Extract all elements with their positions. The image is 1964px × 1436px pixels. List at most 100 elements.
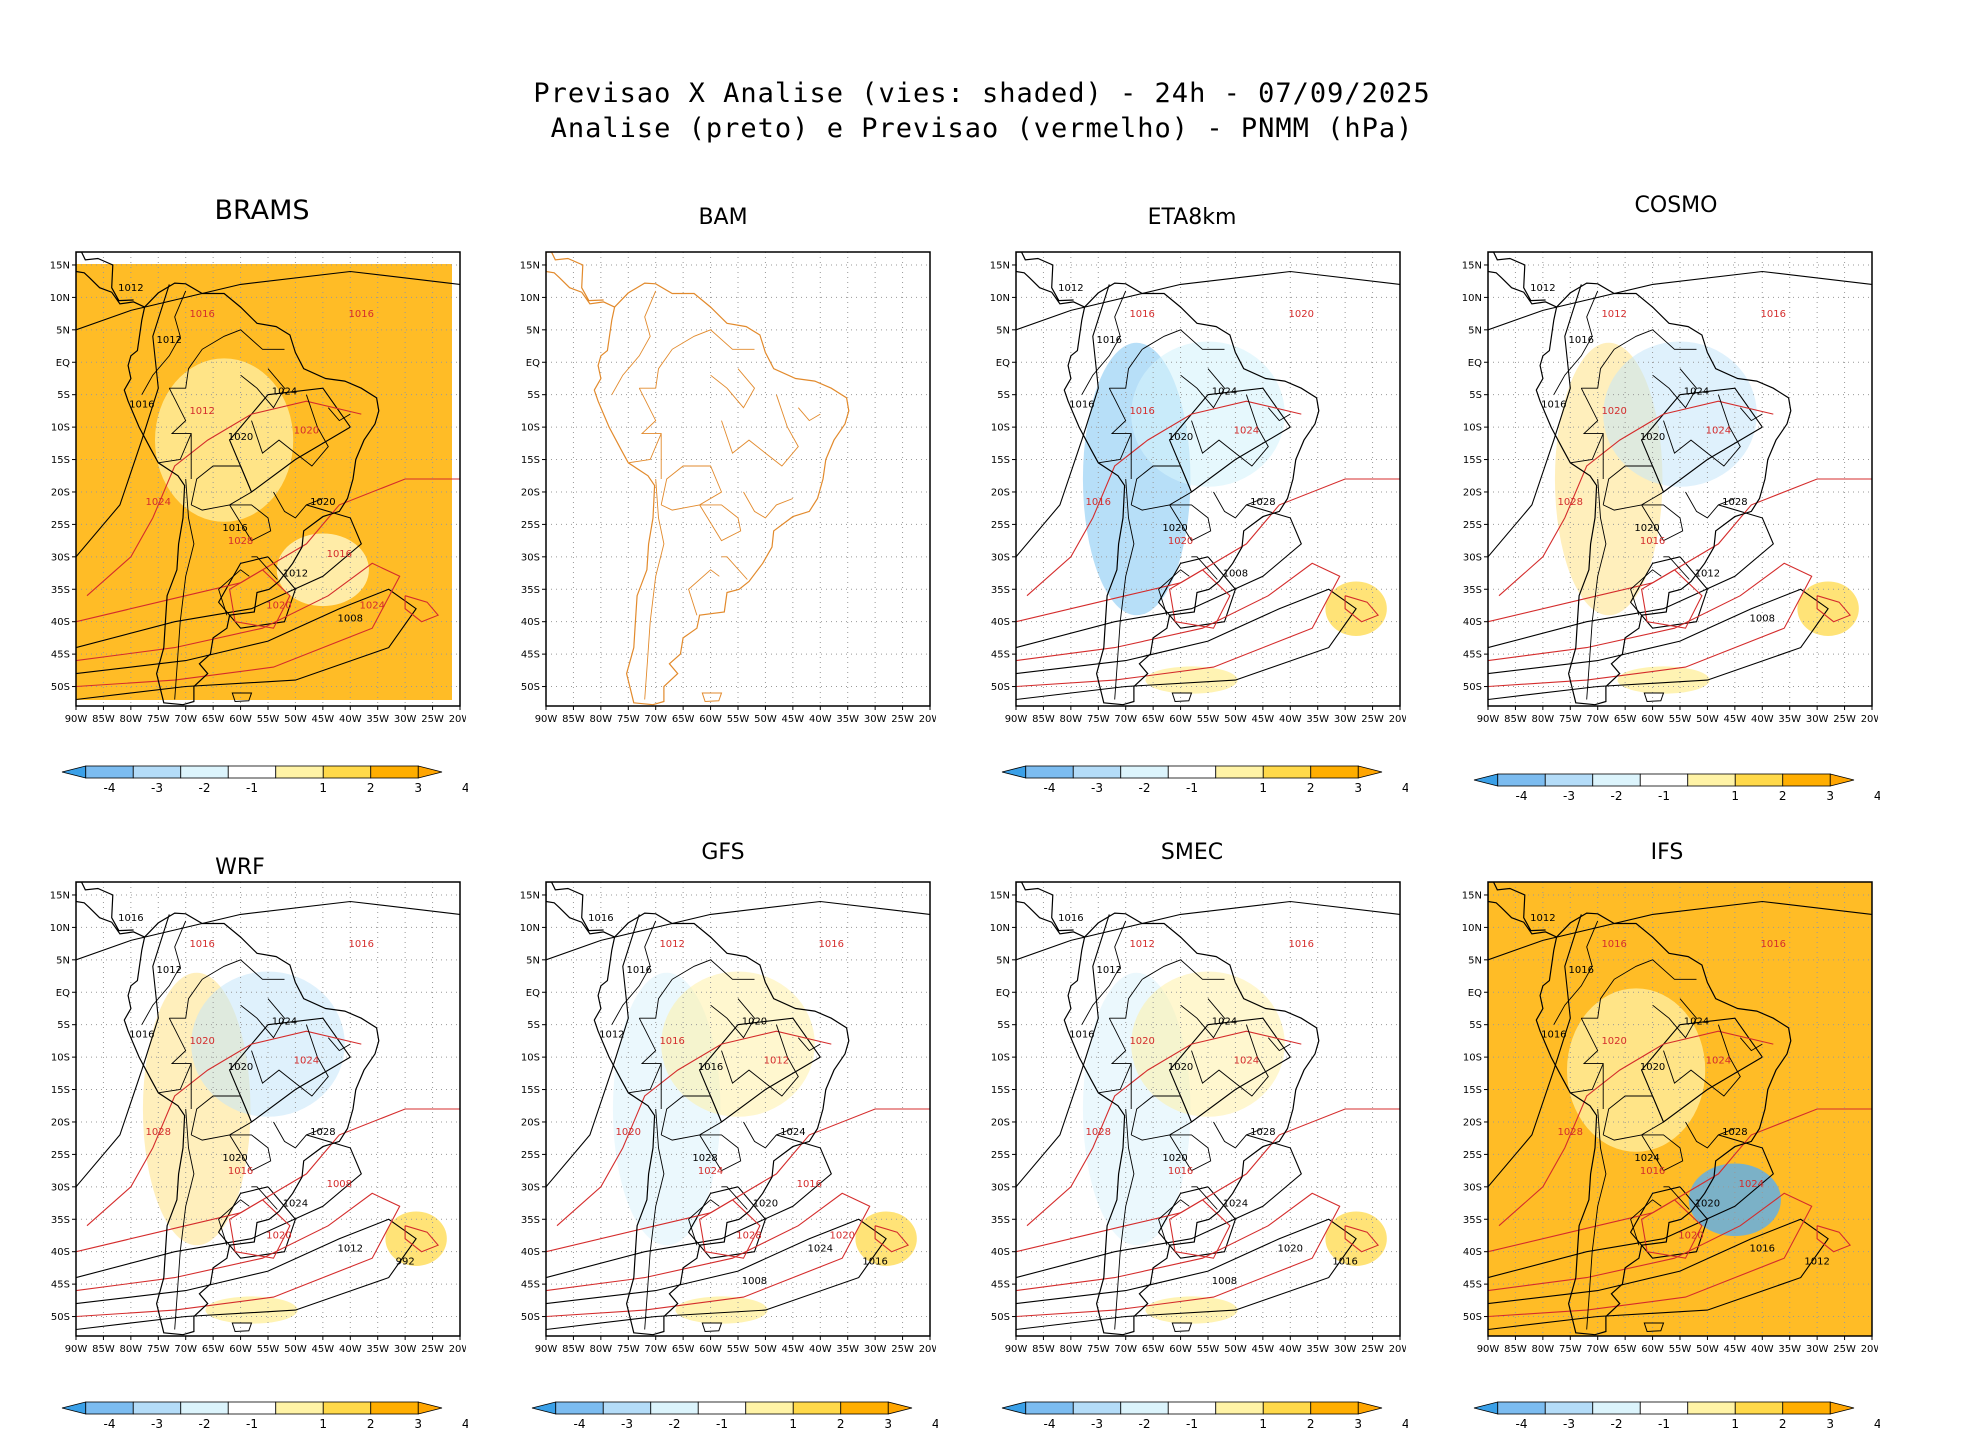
isobar-label-analysis: 1024 xyxy=(1634,1153,1659,1164)
colorbar-box xyxy=(1497,773,1546,787)
x-tick-label: 30W xyxy=(1334,1344,1357,1355)
country-border xyxy=(1663,394,1741,467)
analysis-isobar xyxy=(1488,1134,1774,1279)
analysis-isobar xyxy=(1488,270,1872,331)
colorbar-label: -1 xyxy=(1658,1417,1670,1431)
colorbar-box xyxy=(275,1401,324,1415)
y-tick-label: 30S xyxy=(991,552,1010,563)
colorbar-label: 2 xyxy=(1779,789,1787,803)
colorbar-label: 3 xyxy=(414,1417,422,1431)
isobar-label-forecast: 1016 xyxy=(349,939,374,950)
forecast-isobar xyxy=(1816,1225,1852,1253)
country-border xyxy=(218,569,250,616)
colorbar-box xyxy=(1592,1401,1641,1415)
panel-title: SMEC xyxy=(1160,840,1224,865)
coastline xyxy=(76,882,145,938)
x-tick-label: 45W xyxy=(312,1344,335,1355)
isobar-label-forecast: 1016 xyxy=(1761,939,1786,950)
isobar-label-forecast: 1020 xyxy=(294,426,319,437)
country-border xyxy=(1191,556,1218,580)
colorbar-label: 3 xyxy=(884,1417,892,1431)
y-tick-label: 40S xyxy=(51,617,70,628)
y-tick-label: 30S xyxy=(51,552,70,563)
x-tick-label: 70W xyxy=(644,714,667,725)
coastline xyxy=(1171,692,1193,703)
isobar-label-analysis: 1012 xyxy=(157,965,182,976)
bias-area xyxy=(661,971,815,1117)
country-border xyxy=(1586,1108,1607,1330)
x-tick-label: 55W xyxy=(727,1344,750,1355)
colorbar: -4 -3 -2 -1 1 2 3 4 xyxy=(531,1401,938,1431)
y-tick-label: 15N xyxy=(1462,890,1482,901)
colorbar-label: 4 xyxy=(1402,1417,1408,1431)
y-tick-label: 10S xyxy=(51,1053,70,1064)
country-border xyxy=(699,1134,742,1172)
colorbar-label: 3 xyxy=(1826,1417,1834,1431)
x-tick-label: 20W xyxy=(1861,1344,1878,1355)
analysis-isobar xyxy=(1488,900,1872,961)
forecast-isobar xyxy=(76,478,460,623)
y-tick-label: 25S xyxy=(521,1150,540,1161)
y-tick-label: 20S xyxy=(1463,1117,1482,1128)
forecast-isobar xyxy=(1640,569,1703,629)
country-border xyxy=(1213,1121,1264,1149)
colorbar-label: -3 xyxy=(1563,1417,1575,1431)
colorbar-label: 2 xyxy=(367,1417,375,1431)
y-tick-label: 20S xyxy=(521,487,540,498)
x-tick-label: 35W xyxy=(836,1344,859,1355)
analysis-isobar xyxy=(546,1218,887,1331)
country-border xyxy=(1652,998,1698,1039)
country-border xyxy=(644,478,665,700)
analysis-isobar xyxy=(1488,504,1774,649)
y-tick-label: 45S xyxy=(51,650,70,661)
colorbar-box xyxy=(1544,1401,1594,1415)
y-tick-label: 15N xyxy=(1462,260,1482,271)
isobar-label-forecast: 1024 xyxy=(1706,426,1731,437)
x-tick-label: 20W xyxy=(1389,714,1406,725)
colorbar-box xyxy=(1310,765,1359,779)
forecast-isobar xyxy=(228,1199,291,1259)
country-border xyxy=(240,368,286,409)
country-border xyxy=(1580,1017,1604,1109)
country-border xyxy=(1652,368,1698,409)
colorbar-box xyxy=(602,1401,652,1415)
x-tick-label: 65W xyxy=(1142,714,1165,725)
y-tick-label: 5S xyxy=(997,390,1010,401)
x-tick-label: 35W xyxy=(836,714,859,725)
country-border xyxy=(1739,407,1763,422)
country-border xyxy=(1213,491,1264,519)
x-tick-label: 35W xyxy=(366,714,389,725)
y-tick-label: 5S xyxy=(527,1020,540,1031)
forecast-isobar xyxy=(546,1108,930,1253)
isobar-label-forecast: 1016 xyxy=(1640,536,1665,547)
isobar-label-analysis: 1020 xyxy=(1634,523,1659,534)
country-border xyxy=(251,1024,329,1097)
country-border xyxy=(169,959,285,1019)
colorbar-box xyxy=(1497,1401,1546,1415)
analysis-isobar xyxy=(1629,1186,1709,1259)
x-tick-label: 60W xyxy=(699,714,722,725)
colorbar-box xyxy=(1734,1401,1784,1415)
colorbar-label: -3 xyxy=(151,781,163,795)
isobar-label-forecast: 1020 xyxy=(1129,1036,1154,1047)
y-tick-label: 40S xyxy=(1463,617,1482,628)
x-tick-label: 85W xyxy=(562,1344,585,1355)
x-tick-label: 55W xyxy=(257,1344,280,1355)
y-tick-label: 45S xyxy=(51,1280,70,1291)
y-tick-label: 25S xyxy=(1463,520,1482,531)
x-tick-label: 40W xyxy=(809,1344,832,1355)
x-tick-label: 85W xyxy=(1504,714,1527,725)
isobar-label-analysis: 1028 xyxy=(1250,1127,1275,1138)
colorbar-label: -4 xyxy=(574,1417,586,1431)
country-border xyxy=(240,998,286,1039)
analysis-isobar xyxy=(1488,588,1829,701)
colorbar-end-high xyxy=(1829,1401,1855,1415)
y-tick-label: 5N xyxy=(526,325,540,336)
colorbar-label: -2 xyxy=(1611,789,1623,803)
country-border xyxy=(158,1063,192,1094)
colorbar-label: -1 xyxy=(246,781,258,795)
isobar-label-analysis: 1012 xyxy=(1804,1257,1829,1268)
coastline xyxy=(231,1322,253,1333)
plot-area xyxy=(546,252,930,706)
forecast-isobar xyxy=(1344,595,1380,623)
